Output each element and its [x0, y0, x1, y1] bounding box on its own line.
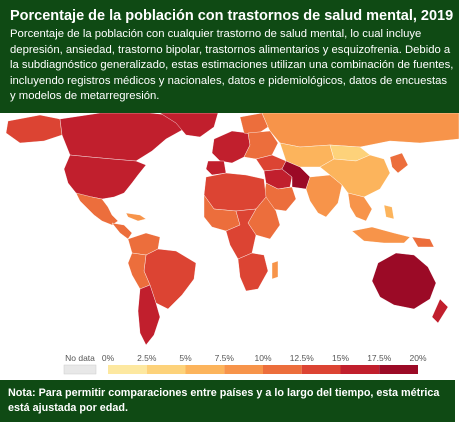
region-iberia[interactable]: [205, 160, 227, 176]
legend-tick-label-2: 5%: [179, 353, 192, 363]
region-central-america[interactable]: [111, 222, 133, 240]
footer-note-panel: Nota: Para permitir comparaciones entre …: [0, 380, 455, 422]
region-caribbean[interactable]: [125, 212, 147, 222]
legend-tick-label-8: 20%: [409, 353, 426, 363]
region-new-zealand[interactable]: [431, 298, 449, 324]
header-panel: Porcentaje de la población con trastorno…: [0, 0, 459, 113]
region-russia[interactable]: [261, 113, 459, 148]
legend-tick-label-7: 17.5%: [367, 353, 392, 363]
region-australia[interactable]: [371, 252, 437, 310]
legend-tick-label-6: 15%: [332, 353, 349, 363]
region-china[interactable]: [319, 154, 391, 198]
region-madagascar[interactable]: [271, 260, 279, 280]
region-indonesia[interactable]: [351, 226, 411, 244]
legend-swatch-4: [263, 365, 302, 374]
region-iran[interactable]: [281, 160, 311, 190]
region-southeast-asia[interactable]: [347, 192, 373, 222]
region-argentina-chile[interactable]: [137, 284, 161, 346]
legend-swatch-3: [224, 365, 263, 374]
legend-swatch-1: [146, 365, 186, 374]
map-legend: No data 0% 2.5% 5% 7.5% 10% 12.5% 15% 17.5% 20%: [63, 353, 427, 375]
legend-swatch-7: [379, 365, 418, 374]
legend-swatch-0: [108, 365, 147, 374]
region-usa[interactable]: [63, 154, 147, 200]
region-alaska[interactable]: [5, 114, 63, 144]
region-western-europe[interactable]: [211, 130, 251, 164]
legend-tick-label-1: 2.5%: [137, 353, 157, 363]
region-papua[interactable]: [411, 236, 435, 248]
footer-note: Nota: Para permitir comparaciones entre …: [8, 387, 440, 414]
region-south-asia[interactable]: [305, 174, 343, 218]
region-mexico[interactable]: [75, 192, 119, 226]
legend-tick-label-0: 0%: [102, 353, 115, 363]
legend-no-data-swatch: [63, 364, 97, 375]
legend-tick-label-4: 10%: [254, 353, 271, 363]
legend-tick-label-5: 12.5%: [290, 353, 315, 363]
world-map: [5, 113, 459, 346]
region-canada[interactable]: [59, 113, 191, 162]
region-north-africa[interactable]: [203, 172, 267, 212]
legend-swatch-2: [185, 365, 225, 374]
page-title: Porcentaje de la población con trastorno…: [10, 8, 454, 24]
region-southern-africa[interactable]: [237, 252, 269, 292]
legend-swatch-6: [340, 365, 380, 374]
region-scandinavia[interactable]: [239, 113, 269, 136]
page-subtitle: Porcentaje de la población con cualquier…: [10, 28, 454, 103]
legend-tick-label-3: 7.5%: [215, 353, 235, 363]
legend-no-data-label: No data: [65, 353, 95, 363]
region-korea-japan[interactable]: [389, 152, 409, 174]
region-philippines[interactable]: [383, 204, 395, 220]
legend-swatch-5: [301, 365, 341, 374]
region-greenland[interactable]: [159, 113, 219, 138]
